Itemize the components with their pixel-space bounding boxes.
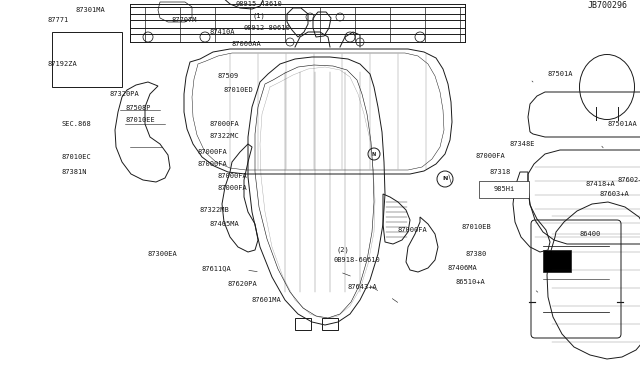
Bar xyxy=(543,250,571,272)
Text: 87000FA: 87000FA xyxy=(218,185,248,191)
Text: 87501A: 87501A xyxy=(548,71,573,77)
Text: 87301MA: 87301MA xyxy=(75,7,105,13)
Bar xyxy=(130,7,465,14)
Bar xyxy=(130,20,465,28)
Text: 87380: 87380 xyxy=(466,251,487,257)
Text: 87601MA: 87601MA xyxy=(252,297,282,303)
Text: 87322MC: 87322MC xyxy=(210,133,240,139)
Text: 87643+A: 87643+A xyxy=(347,284,377,290)
Text: 87508P: 87508P xyxy=(125,105,150,111)
Text: 87418+A: 87418+A xyxy=(586,181,616,187)
Text: SEC.868: SEC.868 xyxy=(62,121,92,127)
Text: 0B918-60610: 0B918-60610 xyxy=(333,257,380,263)
Text: N: N xyxy=(372,151,376,157)
Text: (1): (1) xyxy=(252,13,265,19)
FancyBboxPatch shape xyxy=(479,181,529,198)
Text: 87620PA: 87620PA xyxy=(228,281,258,287)
Text: 87000FA: 87000FA xyxy=(198,161,228,167)
Text: 86510+A: 86510+A xyxy=(456,279,486,285)
Bar xyxy=(52,32,122,87)
Text: 87300EA: 87300EA xyxy=(148,251,178,257)
Text: 08912-80610: 08912-80610 xyxy=(244,25,291,31)
Text: 87509: 87509 xyxy=(218,73,239,79)
Text: 87381N: 87381N xyxy=(62,169,88,175)
Text: 87707M: 87707M xyxy=(172,17,198,23)
Text: (2): (2) xyxy=(337,247,349,253)
Text: 87010EC: 87010EC xyxy=(62,154,92,160)
Text: 87000FA: 87000FA xyxy=(476,153,506,159)
Text: 87611QA: 87611QA xyxy=(202,265,232,271)
Text: 86400: 86400 xyxy=(580,231,601,237)
Text: 87010ED: 87010ED xyxy=(224,87,253,93)
Text: 87322MB: 87322MB xyxy=(200,207,230,213)
Text: 985Hi: 985Hi xyxy=(493,186,515,192)
Text: 87010EB: 87010EB xyxy=(462,224,492,230)
Bar xyxy=(322,318,338,330)
Text: 87410A: 87410A xyxy=(210,29,236,35)
Text: 87602+A: 87602+A xyxy=(618,177,640,183)
Text: 87405MA: 87405MA xyxy=(210,221,240,227)
Text: 87320PA: 87320PA xyxy=(110,91,140,97)
Bar xyxy=(295,318,311,330)
Text: 87348E: 87348E xyxy=(510,141,536,147)
Text: 87406MA: 87406MA xyxy=(447,265,477,271)
Text: 87000AA: 87000AA xyxy=(232,41,262,47)
Text: 08915-43610: 08915-43610 xyxy=(236,1,283,7)
Text: JB700296: JB700296 xyxy=(588,1,628,10)
Text: 87000FA: 87000FA xyxy=(218,173,248,179)
Text: 87771: 87771 xyxy=(48,17,69,23)
Text: 87000FA: 87000FA xyxy=(210,121,240,127)
Text: 87192ZA: 87192ZA xyxy=(48,61,77,67)
Text: 87603+A: 87603+A xyxy=(600,191,630,197)
Text: 87010EE: 87010EE xyxy=(125,117,155,123)
Bar xyxy=(130,34,465,42)
Text: 87318: 87318 xyxy=(490,169,511,175)
Text: 87000FA: 87000FA xyxy=(398,227,428,233)
Text: N: N xyxy=(442,176,448,182)
Text: 87000FA: 87000FA xyxy=(198,149,228,155)
Text: 87501AA: 87501AA xyxy=(608,121,637,127)
